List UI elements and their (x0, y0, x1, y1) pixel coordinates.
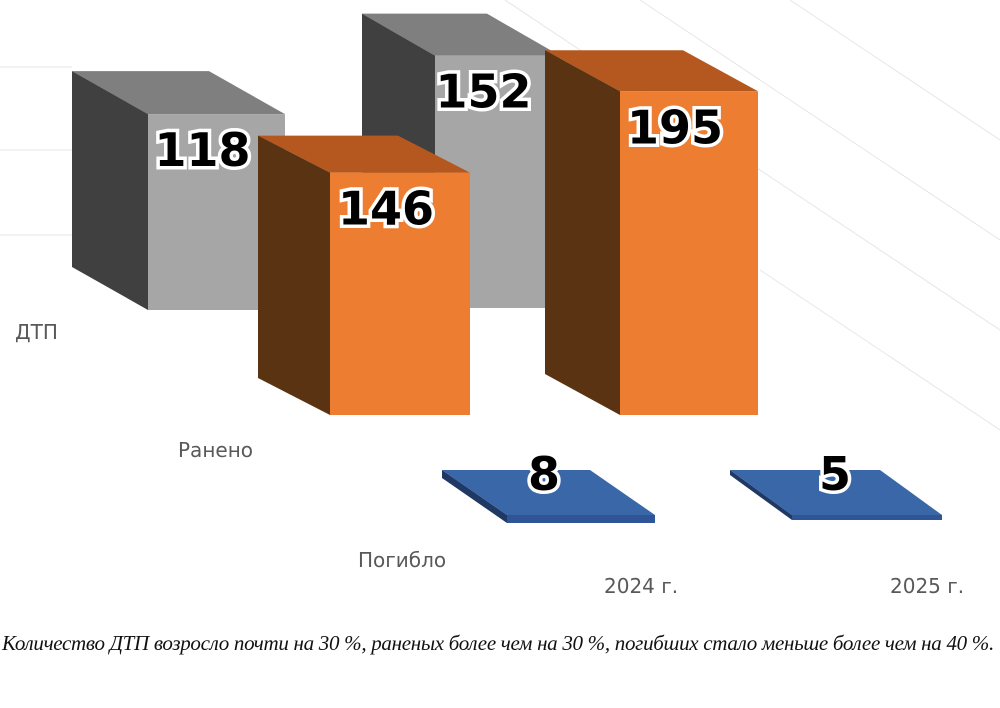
bar-Ранено-2025 г.-top (545, 50, 758, 92)
bar-ДТП-2024 г.-side (72, 71, 148, 311)
gridline (789, 0, 1000, 141)
bar-ДТП-2024 г.-top (72, 71, 285, 115)
data-label: 8 (528, 447, 560, 501)
bar-Ранено-2025 г.-side (545, 50, 620, 416)
series-label-2024: 2024 г. (604, 574, 679, 598)
gridline (759, 269, 1000, 431)
bar-Ранено-2024 г.-top (258, 135, 470, 173)
bar-ДТП-2024 г.-front (148, 114, 285, 311)
series-label-2025: 2025 г. (890, 574, 965, 598)
category-label-dtp: ДТП (15, 320, 58, 344)
data-label: 152 (435, 65, 531, 119)
bar-Погибло-2024 г.-top (442, 470, 655, 515)
bar-Ранено-2025 г.-front (620, 91, 758, 416)
data-label: 146 (338, 182, 434, 236)
data-label: 5 (819, 447, 851, 501)
bar-Погибло-2025 г.-front (792, 515, 942, 520)
data-label: 118 (154, 123, 250, 177)
bar-Погибло-2024 г.-side (442, 470, 507, 523)
bar-Погибло-2024 г.-front (507, 515, 655, 523)
bar-Ранено-2024 г.-side (258, 135, 330, 415)
category-label-pogiblo: Погибло (358, 548, 447, 572)
bar-Ранено-2024 г.-front (330, 172, 470, 415)
bar-ДТП-2025 г.-top (362, 13, 560, 56)
figure-caption: Количество ДТП возросло почти на 30 %, р… (2, 631, 994, 655)
gridline (639, 0, 1000, 241)
bar-Погибло-2025 г.-top (730, 470, 942, 515)
data-label: 195 (627, 100, 723, 154)
bar-Погибло-2025 г.-side (730, 470, 792, 520)
bar-chart-3d: 118 152 146 195 8 5 (0, 0, 1000, 523)
category-label-raneno: Ранено (178, 438, 254, 462)
